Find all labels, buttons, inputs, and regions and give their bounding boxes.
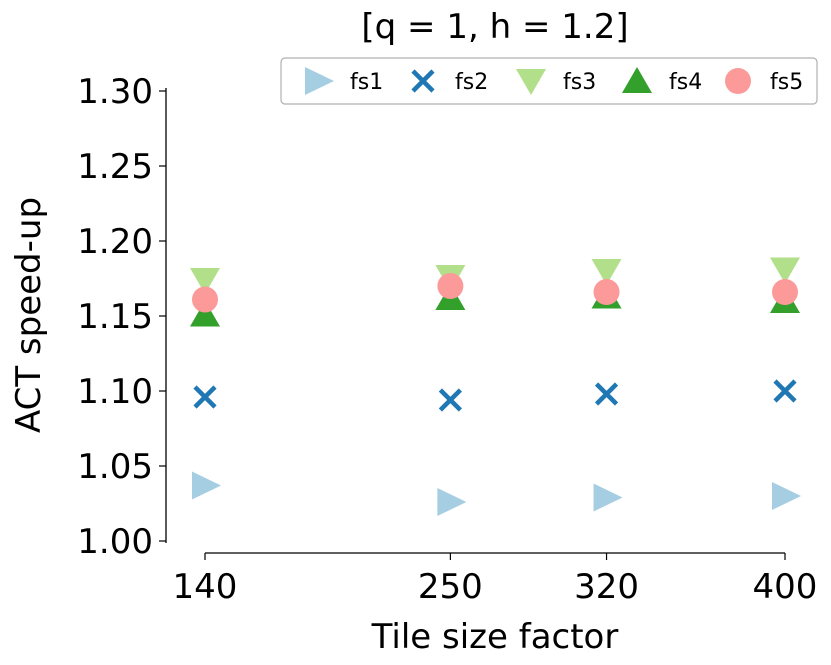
data-points — [190, 257, 801, 516]
legend-frame — [280, 57, 818, 105]
point-fs3 — [770, 257, 800, 284]
point-fs2 — [773, 379, 797, 403]
point-fs1 — [192, 471, 221, 500]
legend-label-fs5: fs5 — [770, 70, 803, 95]
legend-marker-fs3 — [516, 69, 546, 95]
y-tick-label: 1.30 — [77, 72, 153, 112]
y-tick-label: 1.10 — [77, 372, 153, 412]
point-fs2 — [193, 385, 217, 409]
y-axis-ticks: 1.00 1.05 1.10 1.15 1.20 1.25 1.30 — [77, 72, 166, 562]
x-tick-label: 140 — [173, 567, 238, 607]
point-fs3 — [591, 259, 622, 285]
legend-marker-fs4 — [622, 67, 652, 93]
x-axis-ticks: 140 250 320 400 — [173, 553, 818, 607]
legend-marker-fs5 — [725, 68, 751, 94]
x-tick-label: 320 — [574, 567, 639, 607]
point-fs2 — [438, 388, 462, 412]
legend: fs1 fs2 fs3 fs4 fs5 — [280, 57, 818, 105]
chart-title: [q = 1, h = 1.2] — [361, 7, 628, 47]
legend-marker-fs2 — [411, 69, 435, 93]
y-tick-label: 1.05 — [77, 447, 153, 487]
x-axis-label: Tile size factor — [371, 617, 619, 657]
y-tick-label: 1.15 — [77, 297, 153, 337]
point-fs5 — [437, 273, 464, 299]
legend-label-fs1: fs1 — [350, 70, 383, 95]
point-fs1 — [772, 482, 801, 510]
legend-label-fs3: fs3 — [563, 70, 596, 95]
legend-marker-fs1 — [305, 67, 334, 95]
y-tick-label: 1.25 — [77, 147, 153, 187]
point-fs1 — [437, 488, 467, 516]
point-fs2 — [594, 382, 619, 406]
point-fs5 — [192, 286, 218, 313]
y-tick-label: 1.00 — [77, 522, 153, 562]
y-tick-label: 1.20 — [77, 222, 153, 262]
point-fs1 — [593, 483, 623, 512]
y-axis-label: ACT speed-up — [9, 197, 49, 433]
point-fs3 — [190, 268, 220, 294]
point-fs5 — [772, 279, 798, 305]
x-tick-label: 400 — [753, 567, 818, 607]
point-fs4 — [190, 300, 220, 327]
legend-label-fs4: fs4 — [669, 70, 702, 95]
point-fs5 — [593, 279, 620, 305]
legend-label-fs2: fs2 — [455, 70, 488, 95]
x-tick-label: 250 — [418, 567, 483, 607]
